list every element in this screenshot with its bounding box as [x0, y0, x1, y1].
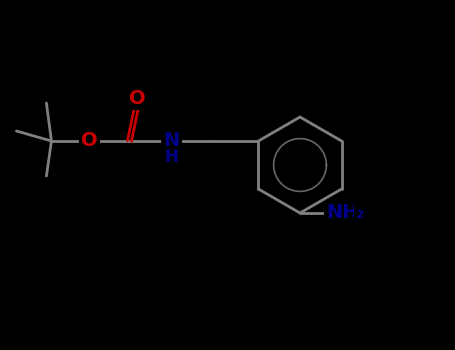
Text: H: H — [165, 148, 178, 166]
Text: NH: NH — [326, 203, 358, 223]
Text: ₂: ₂ — [356, 203, 364, 223]
Text: N: N — [163, 132, 180, 150]
Text: O: O — [129, 90, 146, 108]
Text: O: O — [81, 132, 98, 150]
